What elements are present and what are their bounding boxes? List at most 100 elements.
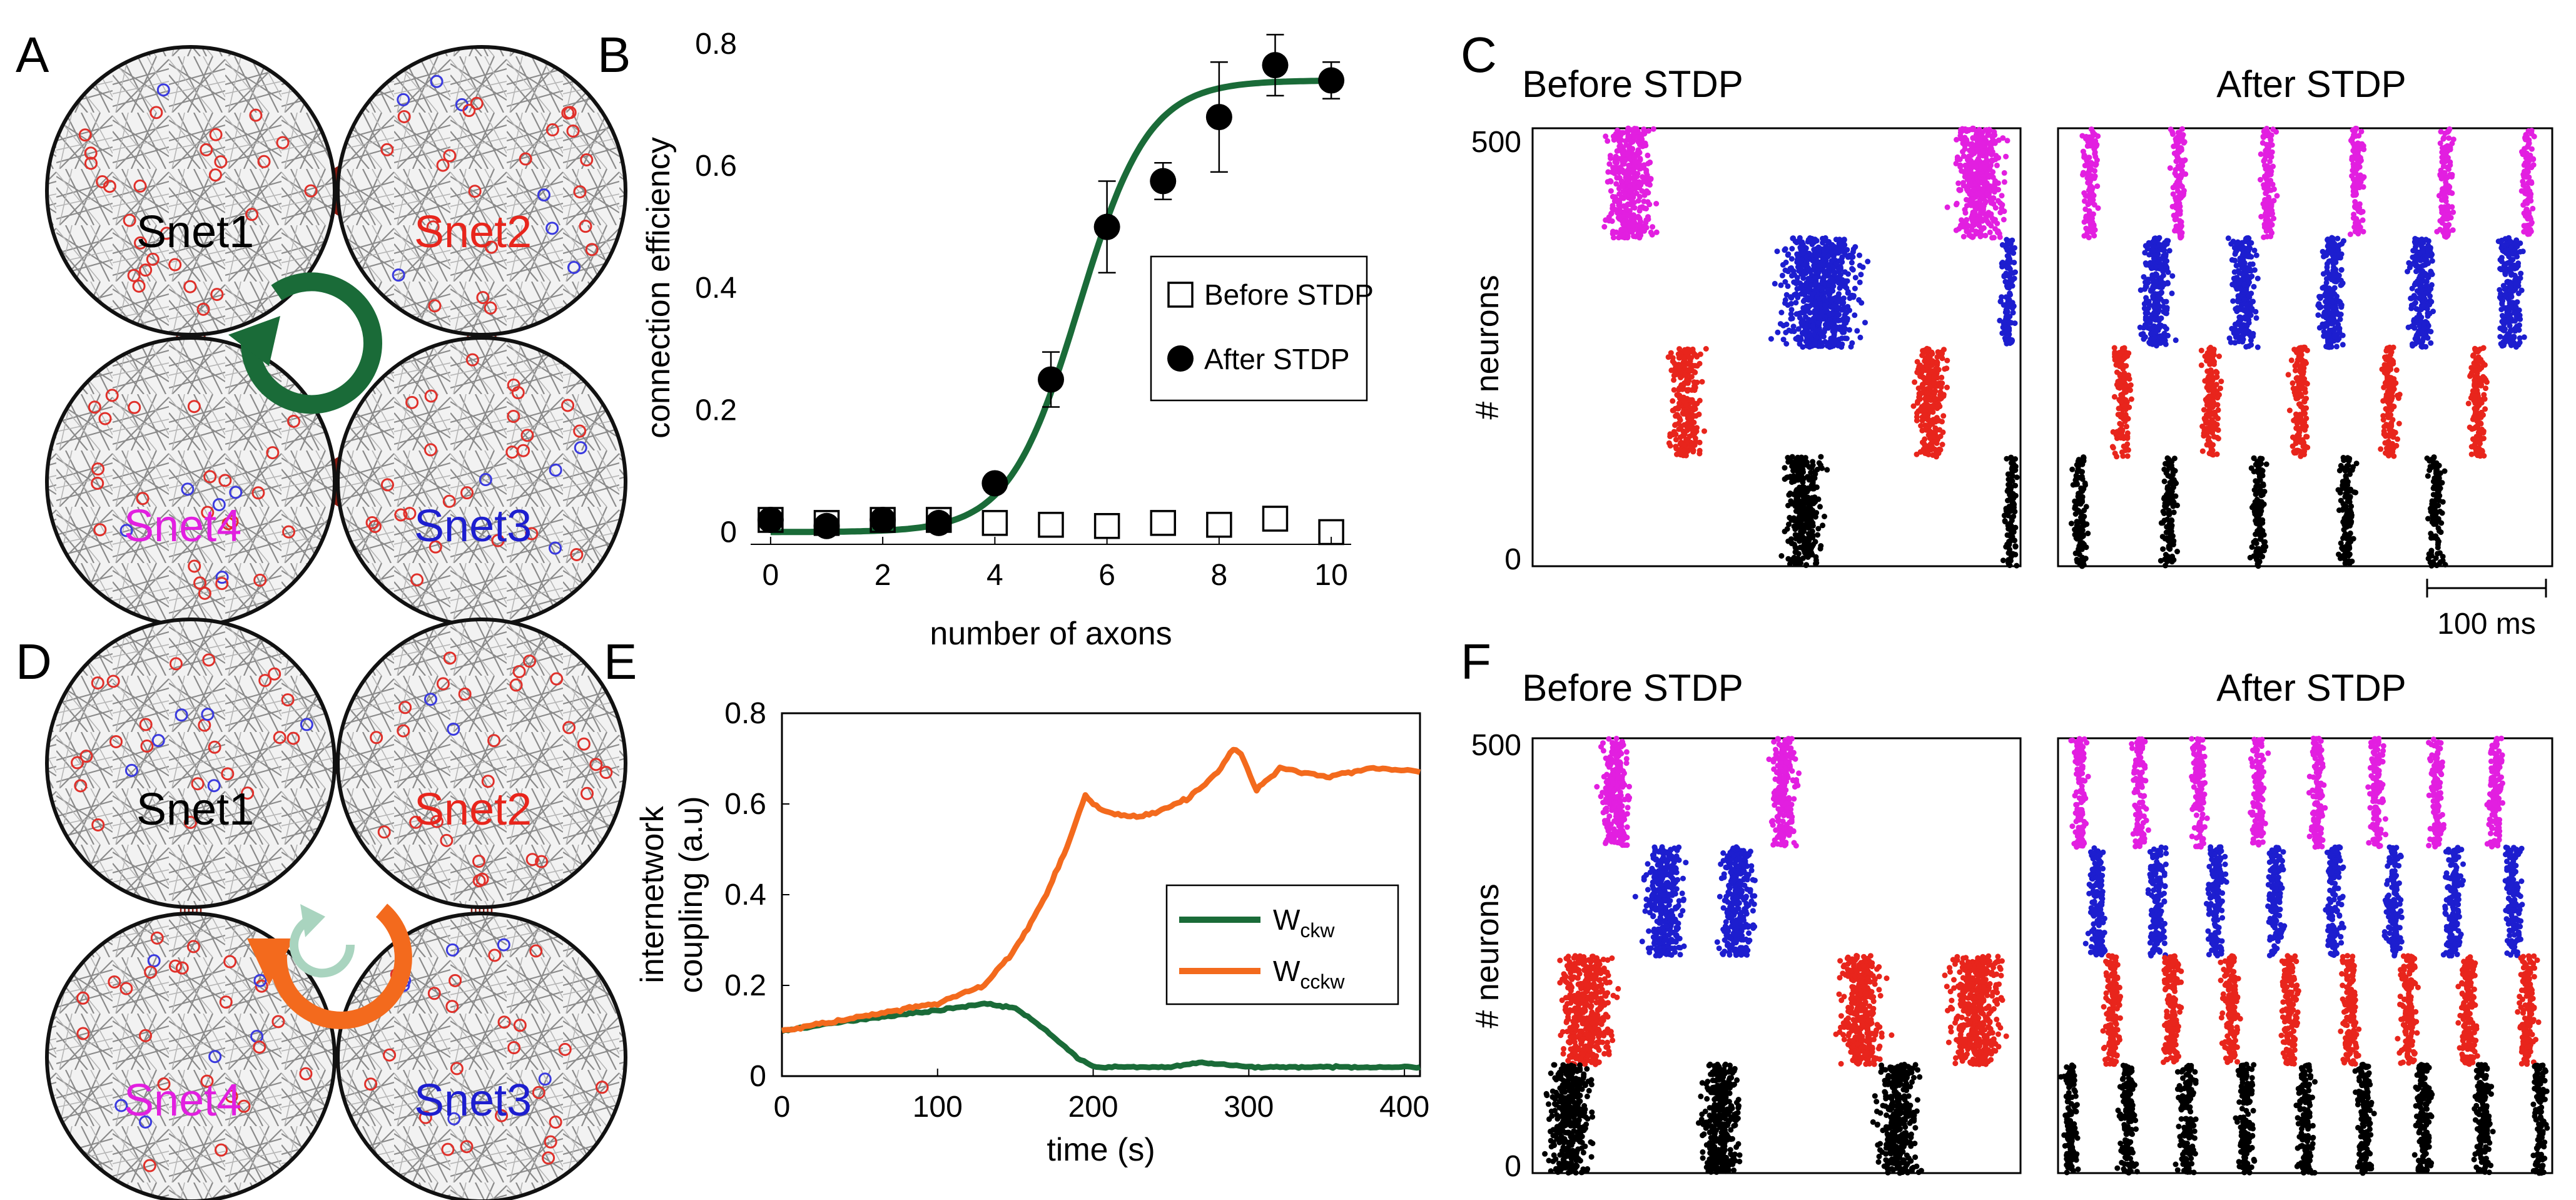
neuron-marker	[300, 718, 313, 731]
neuron-marker	[91, 676, 104, 690]
spike-dot	[2083, 213, 2089, 220]
spike-dot	[1985, 185, 1992, 191]
spike-dot	[1820, 522, 1826, 529]
spike-dot	[1822, 268, 1828, 275]
neuron-marker	[447, 1112, 461, 1126]
neuron-marker	[151, 734, 165, 748]
neuron-marker	[146, 252, 160, 266]
spike-dot	[2264, 216, 2271, 221]
spike-dot	[1839, 254, 1845, 260]
spike-dot	[2238, 324, 2244, 330]
neuron-marker	[147, 954, 161, 968]
spike-dot	[1835, 280, 1842, 286]
neuron-marker	[91, 462, 105, 476]
panel-label-d: D	[16, 634, 52, 689]
spike-dot	[2437, 140, 2443, 146]
spike-dot	[1643, 143, 1649, 148]
spike-dot	[2333, 343, 2340, 350]
spike-dot	[2169, 203, 2176, 210]
spike-dot	[2007, 292, 2013, 298]
spike-dot	[1927, 435, 1933, 442]
spike-dot	[2151, 310, 2158, 316]
spike-dot	[1817, 504, 1823, 510]
spike-dot	[2442, 190, 2448, 196]
spike-dot	[1696, 411, 1702, 417]
spike-dot	[1630, 205, 1636, 210]
spike-dot	[1808, 496, 1814, 502]
spike-dot	[1930, 402, 1936, 409]
neuron-marker	[169, 657, 183, 671]
spike-dot	[1858, 272, 1864, 278]
spike-dot	[2002, 335, 2008, 341]
spike-dot	[2007, 313, 2013, 320]
spike-dot	[2245, 266, 2251, 272]
neuron-marker	[450, 1062, 464, 1075]
spike-dot	[1836, 291, 1842, 297]
raster-c-frame-after	[2057, 127, 2553, 567]
neuron-marker	[76, 991, 90, 1005]
spike-dot	[1984, 190, 1990, 196]
spike-dot	[2340, 342, 2346, 348]
spike-dot	[1793, 501, 1799, 507]
spike-dot	[1914, 414, 1920, 420]
spike-dot	[2004, 264, 2011, 270]
spike-dot	[2420, 262, 2426, 268]
spike-dot	[2090, 211, 2096, 217]
neuron-marker	[253, 974, 267, 987]
spike-dot	[2233, 241, 2239, 247]
spike-dot	[2243, 287, 2249, 293]
spike-dot	[2178, 145, 2184, 151]
spike-dot	[1959, 126, 1965, 132]
neuron-marker	[397, 724, 410, 738]
neuron-marker	[91, 818, 105, 831]
spike-dot	[2081, 219, 2087, 225]
spike-dot	[1785, 455, 1791, 460]
spike-dot	[2087, 143, 2093, 149]
spike-dot	[1800, 318, 1806, 324]
neuron-marker	[299, 1067, 313, 1081]
spike-dot	[2446, 135, 2452, 141]
spike-dot	[1969, 170, 1975, 176]
spike-dot	[2150, 238, 2156, 245]
spike-dot	[2150, 286, 2156, 292]
neuron-marker	[128, 400, 141, 414]
spike-dot	[2430, 308, 2436, 315]
y-tick-label: 0.2	[695, 394, 737, 427]
spike-dot	[2008, 506, 2014, 512]
spike-dot	[2513, 344, 2519, 350]
neuron-marker	[127, 268, 141, 282]
spike-dot	[2323, 288, 2330, 295]
spike-dot	[1790, 268, 1797, 274]
neuron-marker	[214, 1143, 228, 1157]
spike-dot	[1850, 267, 1856, 273]
spike-dot	[2243, 343, 2249, 350]
neuron-marker	[436, 677, 450, 691]
spike-dot	[2170, 191, 2176, 197]
spike-dot	[1918, 423, 1924, 429]
spike-dot	[1691, 351, 1698, 357]
spike-dot	[2527, 188, 2533, 194]
spike-dot	[1824, 467, 1830, 473]
spike-dot	[1994, 162, 2000, 168]
spike-dot	[1778, 310, 1785, 315]
spike-dot	[2443, 226, 2450, 232]
spike-dot	[1925, 417, 1931, 423]
spike-dot	[2236, 280, 2243, 286]
spike-dot	[1608, 178, 1614, 185]
spike-dot	[1842, 312, 1848, 318]
neuron-marker	[462, 104, 476, 118]
neuron-marker	[168, 959, 182, 973]
spike-dot	[1792, 465, 1798, 471]
spike-dot	[1828, 258, 1835, 264]
spike-dot	[2155, 294, 2161, 300]
chart-b-ylabel: connection efficiency	[641, 137, 677, 439]
spike-dot	[1919, 352, 1925, 358]
neuron-marker	[251, 486, 265, 500]
spike-dot	[1812, 275, 1818, 281]
spike-dot	[1607, 153, 1613, 159]
neuron-marker	[175, 961, 189, 975]
spike-dot	[2001, 273, 2007, 280]
y-tick-label: 0	[749, 1060, 766, 1093]
spike-dot	[1792, 238, 1798, 245]
